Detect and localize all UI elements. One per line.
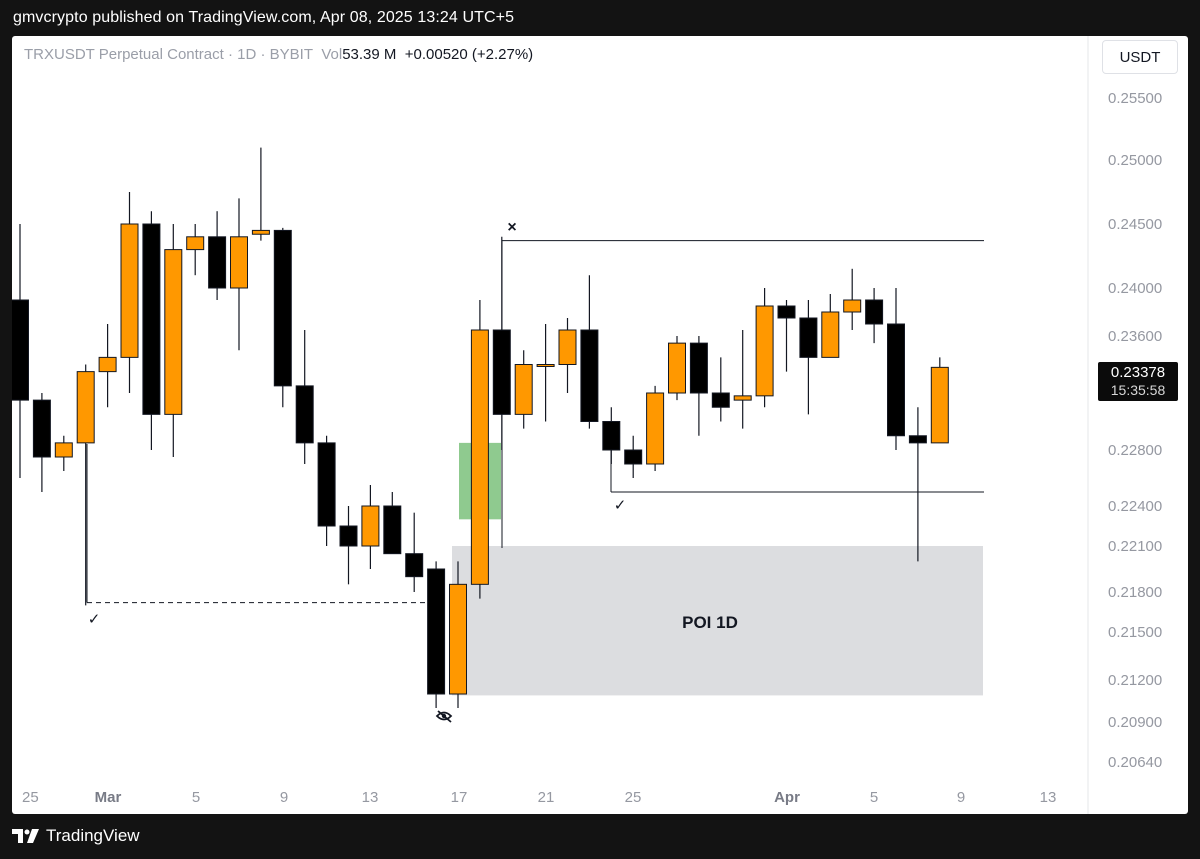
- candle-body: [98, 356, 117, 373]
- candle-body: [536, 364, 555, 367]
- candle-body: [821, 311, 840, 358]
- candle-body: [558, 329, 577, 365]
- y-tick-label: 0.21500: [1108, 624, 1162, 641]
- y-tick-label: 0.24500: [1108, 216, 1162, 233]
- candle-body: [449, 583, 467, 695]
- y-tick-label: 0.24000: [1108, 280, 1162, 297]
- y-tick-label: 0.25000: [1108, 152, 1162, 169]
- publish-caption: gmvcrypto published on TradingView.com, …: [13, 9, 515, 26]
- x-tick-label: 25: [22, 789, 39, 806]
- y-tick-label: 0.21800: [1108, 584, 1162, 601]
- candle-body: [186, 236, 205, 251]
- candle-body: [668, 342, 686, 394]
- poi-zone-label: POI 1D: [682, 613, 738, 632]
- x-tick-label: Apr: [774, 789, 800, 806]
- x-tick-label: 17: [451, 789, 468, 806]
- x-tick-label: 9: [280, 789, 288, 806]
- candle-body: [142, 223, 161, 415]
- chart-frame: 0.25500 0.25000 0.24500 0.24000 0.23600 0.228…: [12, 36, 1188, 814]
- poi-zone: [452, 546, 983, 696]
- candle-body: [470, 329, 489, 585]
- x-tick-label: Mar: [95, 789, 122, 806]
- candle-body: [580, 329, 599, 422]
- candle-body: [273, 229, 292, 387]
- y-tick-label: 0.20640: [1108, 754, 1162, 771]
- candle-body: [361, 505, 380, 547]
- y-tick-label: 0.23600: [1108, 328, 1162, 345]
- candle-body: [295, 385, 314, 444]
- candle-body: [755, 305, 774, 397]
- candle-body: [602, 421, 621, 451]
- tradingview-logo-icon: [12, 829, 39, 843]
- x-tick-label: 13: [362, 789, 379, 806]
- invalidation-mark: ×: [507, 219, 516, 236]
- bar-countdown: 15:35:58: [1110, 382, 1166, 398]
- candle-body: [492, 329, 511, 415]
- x-tick-label: 5: [192, 789, 200, 806]
- candle-body: [164, 249, 183, 415]
- candle-body: [777, 305, 796, 319]
- y-tick-label: 0.22400: [1108, 498, 1162, 515]
- candlestick-chart[interactable]: 0.25500 0.25000 0.24500 0.24000 0.23600 0.228…: [12, 36, 1188, 814]
- candle-body: [908, 435, 927, 444]
- candle-body: [887, 323, 905, 437]
- candle-body: [930, 366, 949, 444]
- sweep-check-mark: ✓: [88, 611, 101, 628]
- candle-body: [405, 553, 424, 578]
- candle-body: [208, 236, 227, 289]
- candle-body: [733, 395, 752, 401]
- candle-body: [843, 299, 862, 313]
- last-price: 0.23378: [1110, 364, 1166, 381]
- currency-unit-button[interactable]: USDT: [1102, 40, 1178, 74]
- legend-vol-label: Vol: [321, 46, 343, 63]
- candle-body: [427, 568, 446, 695]
- x-tick-label: 5: [870, 789, 878, 806]
- candle-body: [799, 317, 818, 358]
- x-tick-label: 13: [1040, 789, 1057, 806]
- y-tick-label: 0.21200: [1108, 672, 1162, 689]
- candle-body: [383, 505, 402, 555]
- candle-body: [646, 392, 665, 465]
- candle-body: [120, 223, 139, 358]
- last-price-badge: 0.23378 15:35:58: [1098, 362, 1178, 401]
- legend-change: +0.00520 (+2.27%): [404, 46, 534, 63]
- y-tick-label: 0.22100: [1108, 538, 1162, 555]
- candle-body: [624, 449, 643, 465]
- candle-body: [54, 442, 73, 458]
- y-tick-label: 0.25500: [1108, 90, 1162, 107]
- x-tick-label: 25: [625, 789, 642, 806]
- legend-symbol: TRXUSDT Perpetual Contract · 1D · BYBIT: [24, 46, 313, 63]
- candle-body: [32, 399, 51, 458]
- candle-body: [12, 299, 29, 401]
- legend-vol-value: 53.39 M: [342, 46, 397, 63]
- candle-body: [689, 342, 708, 394]
- y-tick-label: 0.22800: [1108, 442, 1162, 459]
- candle-body: [251, 229, 270, 235]
- candle-body: [711, 392, 730, 408]
- brand-name: TradingView: [46, 826, 140, 845]
- candle-body: [865, 299, 884, 325]
- tradingview-logo[interactable]: TradingView: [12, 826, 140, 846]
- candle-body: [339, 525, 358, 547]
- x-tick-label: 21: [538, 789, 555, 806]
- candle-body: [514, 364, 533, 415]
- hidden-eye-icon: [435, 710, 453, 723]
- candle-body: [317, 442, 336, 527]
- y-tick-label: 0.20900: [1108, 714, 1162, 731]
- chart-legend: TRXUSDT Perpetual Contract · 1D · BYBIT …: [24, 46, 533, 63]
- candle-body: [230, 236, 248, 289]
- x-tick-label: 9: [957, 789, 965, 806]
- range-check-mark: ✓: [614, 497, 627, 514]
- candle-body: [76, 371, 95, 444]
